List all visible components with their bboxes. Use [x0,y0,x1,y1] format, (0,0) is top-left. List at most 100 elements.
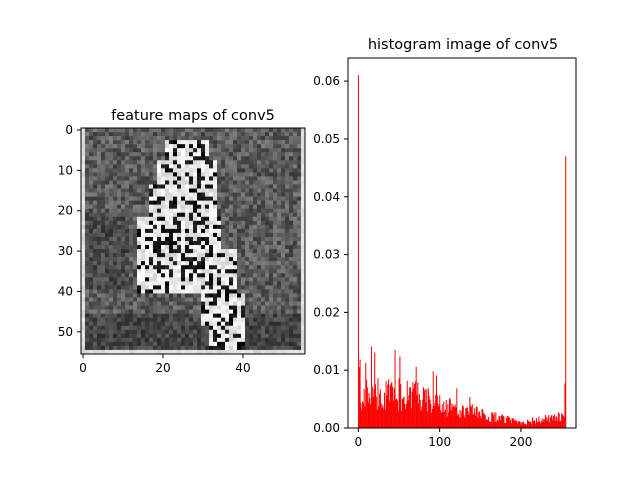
heatmap-cell [201,333,206,339]
heatmap-cell [145,245,150,250]
heatmap-cell [129,269,134,274]
heatmap-cell [185,204,190,209]
heatmap-cell [161,265,166,270]
heatmap-cell [241,333,246,339]
heatmap-cell [245,245,250,250]
histogram-bar [510,423,512,428]
heatmap-cell [81,232,86,238]
heatmap-cell [185,228,190,234]
heatmap-cell [197,305,202,310]
heatmap-cell [141,245,146,250]
heatmap-cell [157,297,162,302]
heatmap-cell [217,301,222,306]
heatmap-cell [293,301,298,306]
heatmap-cell [229,241,234,246]
heatmap-cell [209,144,214,149]
heatmap-cell [97,317,102,322]
heatmap-cell [129,220,134,226]
heatmap-cell [97,224,102,230]
heatmap-cell [105,297,110,302]
heatmap-cell [189,204,194,209]
heatmap-cell [225,289,230,294]
heatmap-cell [289,265,294,270]
heatmap-cell [81,172,86,177]
heatmap-cell [169,293,174,298]
histogram-bar [452,406,454,428]
heatmap-cell [165,216,170,222]
heatmap-cell [185,220,190,226]
heatmap-cell [105,188,110,193]
heatmap-cell [189,192,194,197]
heatmap-cell [161,148,166,153]
heatmap-cell [241,148,246,153]
heatmap-cell [281,261,286,266]
heatmap-cell [189,144,194,149]
heatmap-cell [201,136,206,141]
heatmap-cell [301,241,306,246]
heatmap-cell [157,285,162,290]
heatmap-cell [117,293,122,298]
heatmap-cell [285,261,290,266]
histogram-bar [535,418,537,428]
heatmap-cell [281,349,286,355]
heatmap-cell [173,168,178,173]
heatmap-cell [269,305,274,310]
heatmap-cell [149,245,154,250]
heatmap-cell [293,152,298,157]
heatmap-cell [113,321,118,326]
heatmap-cell [201,297,206,302]
histogram-bar [454,404,456,428]
heatmap-cell [253,232,258,238]
heatmap-cell [149,301,154,306]
heatmap-cell [293,341,298,347]
heatmap-cell [101,269,106,274]
heatmap-cell [117,140,122,145]
heatmap-cell [225,164,230,169]
heatmap-cell [277,257,282,262]
heatmap-cell [189,168,194,173]
heatmap-cell [265,184,270,189]
heatmap-cell [149,148,154,153]
heatmap-cell [269,313,274,318]
histogram-bar [427,411,429,428]
heatmap-cell [257,289,262,294]
heatmap-cell [105,232,110,238]
heatmap-cell [273,200,278,205]
heatmap-cell [121,297,126,302]
heatmap-cell [113,220,118,226]
heatmap-cell [93,208,98,213]
heatmap-cell [153,144,158,149]
heatmap-cell [301,289,306,294]
heatmap-cell [145,333,150,339]
histogram-bar [499,415,501,428]
histogram-bar [506,416,508,428]
heatmap-cell [213,204,218,209]
heatmap-cell [237,261,242,266]
histogram-bar [435,394,437,428]
heatmap-cell [229,148,234,153]
heatmap-cell [145,273,150,278]
heatmap-cell [141,192,146,197]
heatmap-cell [81,196,86,201]
histogram-bar [392,386,394,428]
heatmap-cell [253,164,258,169]
heatmap-cell [237,341,242,347]
heatmap-cell [177,281,182,286]
heatmap-cell [301,176,306,181]
heatmap-cell [193,333,198,339]
heatmap-cell [153,289,158,294]
heatmap-cell [161,216,166,222]
heatmap-cell [185,196,190,201]
heatmap-cell [101,349,106,355]
heatmap-cell [181,281,186,286]
heatmap-cell [181,208,186,213]
heatmap-cell [293,180,298,185]
heatmap-cell [225,156,230,161]
heatmap-cell [133,176,138,181]
heatmap-cell [149,176,154,181]
heatmap-cell [185,321,190,326]
heatmap-cell [157,176,162,181]
heatmap-cell [97,128,102,133]
heatmap-cell [217,128,222,133]
heatmap-cell [293,241,298,246]
